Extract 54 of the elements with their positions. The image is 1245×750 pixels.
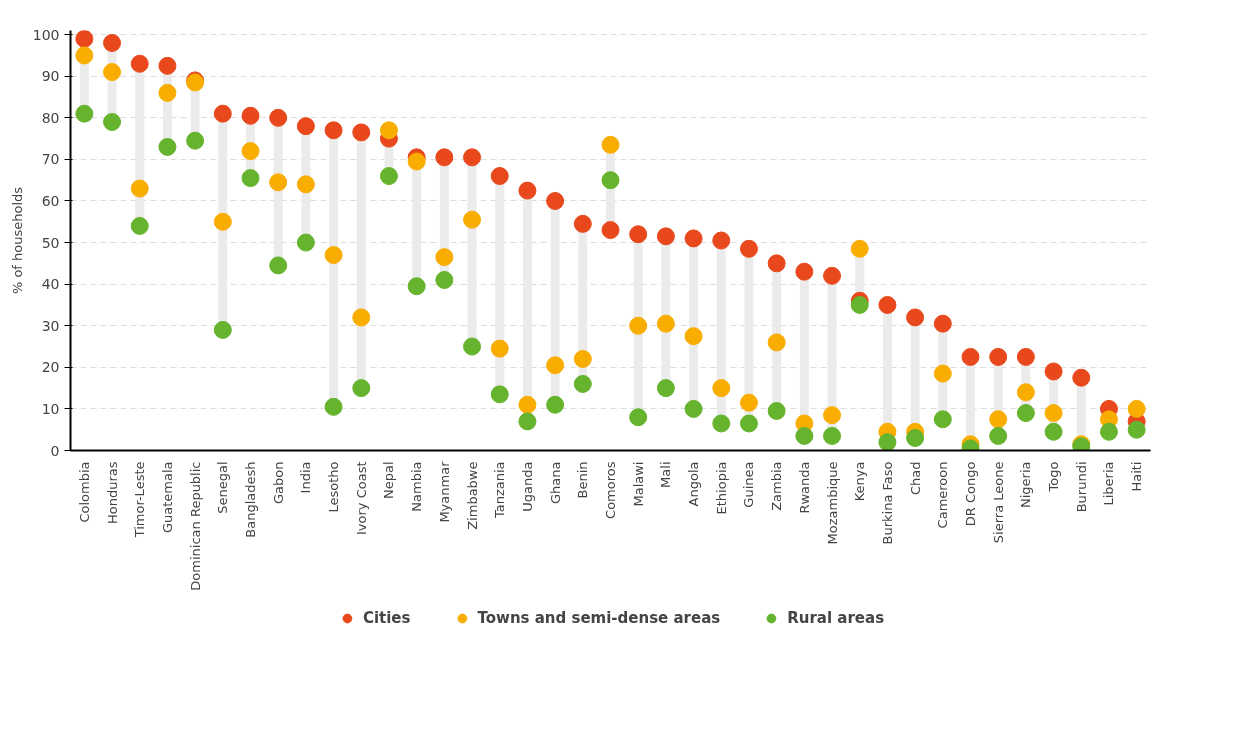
y-tick-label: 60	[41, 193, 60, 209]
y-tick-label: 20	[41, 359, 60, 376]
y-tick-label: 100	[32, 26, 60, 43]
x-tick-label: Uganda	[519, 461, 535, 512]
x-tick-label: Zimbabwe	[464, 461, 480, 530]
x-tick-label: Sierra Leone	[990, 461, 1006, 544]
x-tick-label: Kenya	[852, 461, 868, 502]
x-tick-label: Malawi	[630, 461, 646, 507]
x-tick-label: Bangladesh	[243, 461, 258, 538]
x-tick-label: Nambia	[409, 461, 425, 512]
x-tick-label: Myanmar	[436, 460, 452, 523]
x-tick-label: Mali	[658, 461, 674, 488]
x-tick-label: Angola	[686, 461, 702, 507]
x-tick-label: Cameroon	[935, 461, 951, 529]
x-tick-label: Liberia	[1101, 461, 1117, 506]
y-tick-label: 50	[41, 234, 60, 251]
y-tick-label: 90	[41, 68, 60, 85]
x-tick-label: Honduras	[104, 461, 120, 525]
x-tick-label: Guatemala	[159, 461, 175, 534]
legend-label: Towns and semi-dense areas	[477, 609, 721, 627]
x-tick-label: Nepal	[381, 461, 397, 500]
x-tick-label: Zambia	[769, 461, 785, 511]
x-tick-label: Ghana	[547, 461, 563, 504]
x-tick-label: Timor-Leste	[132, 461, 148, 539]
x-tick-label: Guinea	[741, 461, 757, 508]
x-tick-label: Lesotho	[326, 461, 342, 513]
x-tick-label: Mozambique	[824, 461, 840, 545]
x-tick-label: Burkina Faso	[879, 461, 895, 545]
y-tick-label: 30	[41, 317, 60, 334]
x-tick-label: Benin	[575, 461, 591, 499]
y-tick-label: 80	[41, 109, 60, 126]
x-tick-label: Chad	[907, 461, 923, 496]
x-tick-label: Ethiopia	[713, 461, 729, 515]
x-tick-label: Burundi	[1073, 461, 1089, 513]
legend-label: Cities	[362, 609, 411, 627]
x-tick-label: Rwanda	[796, 461, 812, 514]
legend-label: Rural areas	[787, 609, 885, 627]
x-tick-label: India	[298, 461, 314, 494]
x-tick-label: Haiti	[1129, 461, 1145, 492]
x-tick-label: Colombia	[76, 461, 92, 523]
y-tick-label: 40	[41, 276, 60, 293]
x-tick-label: Togo	[1046, 461, 1062, 493]
x-tick-label: Gabon	[270, 461, 286, 504]
x-tick-label: Comoros	[603, 461, 618, 519]
x-tick-label: DR Congo	[963, 461, 978, 527]
x-tick-label: Ivory Coast	[353, 461, 369, 536]
y-tick-label: 10	[41, 400, 60, 417]
x-tick-label: Senegal	[215, 461, 231, 514]
x-tick-label: Nigeria	[1018, 461, 1034, 509]
y-tick-label: 70	[41, 151, 60, 168]
x-tick-label: Dominican Republic	[187, 461, 203, 591]
x-tick-label: Tanzania	[492, 461, 508, 520]
y-axis-title: % of households	[9, 186, 25, 295]
y-tick-label: 0	[50, 442, 60, 459]
